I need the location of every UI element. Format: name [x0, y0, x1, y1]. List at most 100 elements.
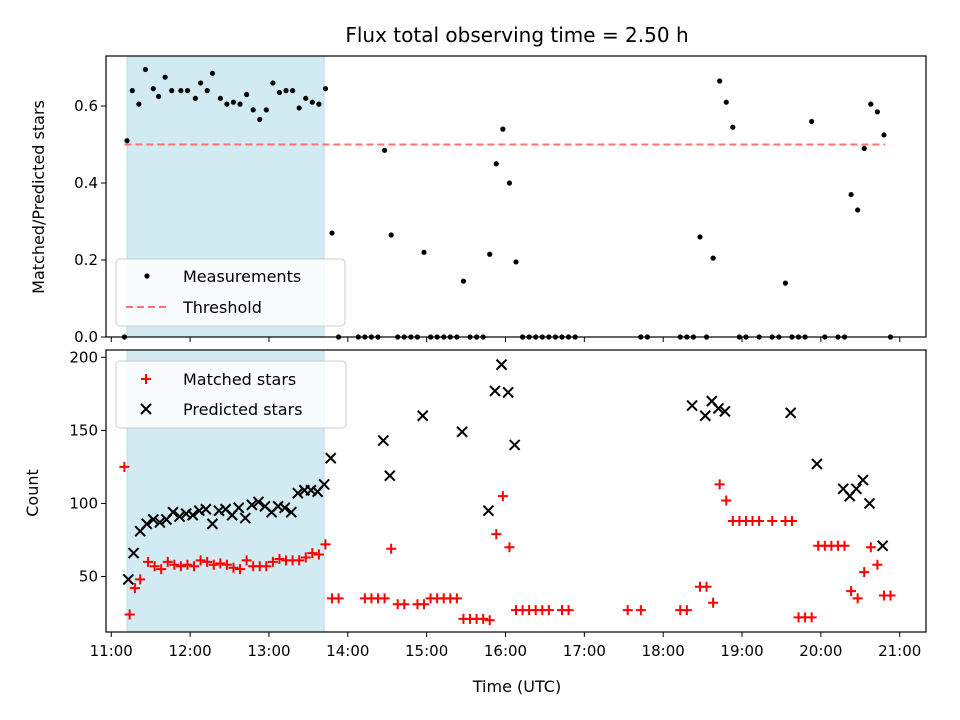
matched-stars-point	[119, 461, 130, 472]
matched-stars-point	[701, 581, 712, 592]
measurement-point	[493, 161, 499, 167]
matched-stars-point	[872, 559, 883, 570]
matched-stars-point	[333, 593, 344, 604]
measurement-point	[782, 280, 788, 286]
matched-stars-point	[839, 540, 850, 551]
measurement-point	[723, 99, 729, 105]
top-y-tick-label: 0.0	[74, 328, 98, 346]
matched-stars-point	[451, 593, 462, 604]
measurement-point	[184, 88, 191, 94]
predicted-stars-point	[325, 452, 337, 464]
predicted-stars-point	[141, 518, 153, 530]
x-tick-label: 21:00	[878, 642, 921, 660]
measurement-point	[204, 88, 210, 94]
predicted-stars-point	[719, 405, 731, 418]
matched-stars-point	[149, 561, 160, 572]
measurement-point	[276, 89, 283, 96]
predicted-stars-point	[127, 547, 140, 559]
bottom-y-axis-label: Count	[23, 469, 42, 517]
measurement-point	[129, 88, 135, 94]
measurement-point	[487, 251, 493, 257]
legend-threshold-label: Threshold	[182, 298, 262, 317]
top-axes: 0.0 0.2 0.4 0.6	[74, 55, 927, 346]
predicted-stars-point	[167, 506, 179, 518]
matched-stars-point	[300, 552, 311, 563]
predicted-stars-point	[686, 399, 698, 412]
matched-stars-point	[681, 605, 692, 616]
matched-stars-point	[721, 495, 732, 506]
bottom-y-tick-label: 200	[69, 348, 98, 366]
measurement-point	[322, 86, 329, 92]
measurement-point	[136, 101, 142, 107]
measurement-point	[848, 191, 854, 198]
predicted-stars-point	[233, 502, 245, 514]
matched-stars-point	[135, 574, 146, 585]
x-tick-label: 13:00	[247, 642, 290, 660]
top-y-tick-label: 0.6	[74, 97, 98, 115]
measurement-point	[697, 234, 703, 240]
top-axes-frame	[105, 55, 927, 338]
matched-stars-point	[622, 605, 633, 616]
matched-stars-point	[235, 564, 246, 575]
predicted-stars-point	[122, 573, 135, 586]
measurement-point	[209, 70, 216, 76]
matched-stars-point	[313, 549, 324, 560]
matched-stars-point	[386, 543, 397, 554]
measurement-point	[730, 124, 736, 130]
measurement-point	[169, 88, 175, 94]
predicted-stars-point	[246, 499, 258, 511]
bottom-legend-box	[115, 360, 347, 429]
matched-stars-point	[543, 605, 554, 616]
matched-stars-point	[767, 515, 778, 526]
matched-stars-point	[267, 556, 278, 567]
predicted-stars-point	[784, 407, 797, 419]
predicted-stars-point	[850, 483, 863, 495]
predicted-stars-point	[187, 509, 199, 521]
predicted-stars-point	[384, 469, 396, 482]
matched-stars-point	[202, 556, 213, 567]
measurement-point	[303, 95, 309, 101]
predicted-stars-point	[377, 434, 389, 447]
predicted-stars-point	[206, 518, 219, 530]
bottom-y-tick-label: 100	[69, 494, 98, 512]
matched-stars-point	[563, 605, 574, 616]
legend-predicted-label: Predicted stars	[183, 400, 303, 419]
matched-stars-point	[215, 558, 226, 569]
top-y-tick-label: 0.2	[74, 251, 98, 269]
matched-stars-point	[379, 593, 390, 604]
x-tick-label: 14:00	[326, 642, 369, 660]
matched-stars-point	[885, 590, 896, 601]
measurement-point	[855, 207, 861, 213]
measurement-point	[861, 145, 867, 151]
measurement-point	[329, 230, 335, 236]
matched-stars-point	[320, 539, 331, 550]
predicted-stars-point	[279, 502, 291, 514]
predicted-stars-point	[252, 496, 265, 508]
predicted-stars-point	[285, 506, 297, 518]
matched-stars-point	[708, 597, 719, 608]
matched-stars-point	[175, 561, 186, 572]
measurement-point	[217, 95, 223, 101]
predicted-stars-point	[699, 410, 711, 422]
matched-stars-point	[195, 555, 206, 566]
predicted-stars-point	[147, 513, 160, 526]
predicted-stars-point	[173, 510, 186, 523]
bottom-axes-frame	[105, 349, 927, 633]
measurement-point	[881, 132, 887, 138]
matched-stars-point	[143, 556, 154, 567]
measurement-point	[388, 232, 394, 238]
measurement-point	[316, 101, 322, 107]
predicted-stars-point	[154, 516, 166, 529]
measurement-point	[124, 138, 130, 144]
x-tick-label: 15:00	[405, 642, 448, 660]
x-tick-label: 12:00	[168, 642, 211, 660]
measurement-point	[296, 105, 302, 111]
measurement-point	[250, 107, 256, 113]
measurement-point	[244, 91, 250, 98]
predicted-stars-point	[456, 426, 468, 438]
matched-stars-point	[307, 548, 318, 559]
measurement-point	[809, 118, 815, 125]
matched-stars-point	[189, 561, 200, 572]
bottom-panel: 50 100 150 200 11:00 12:00 13:00 14:00 15:00 16:0…	[23, 348, 927, 696]
bottom-matched-points	[119, 461, 896, 626]
